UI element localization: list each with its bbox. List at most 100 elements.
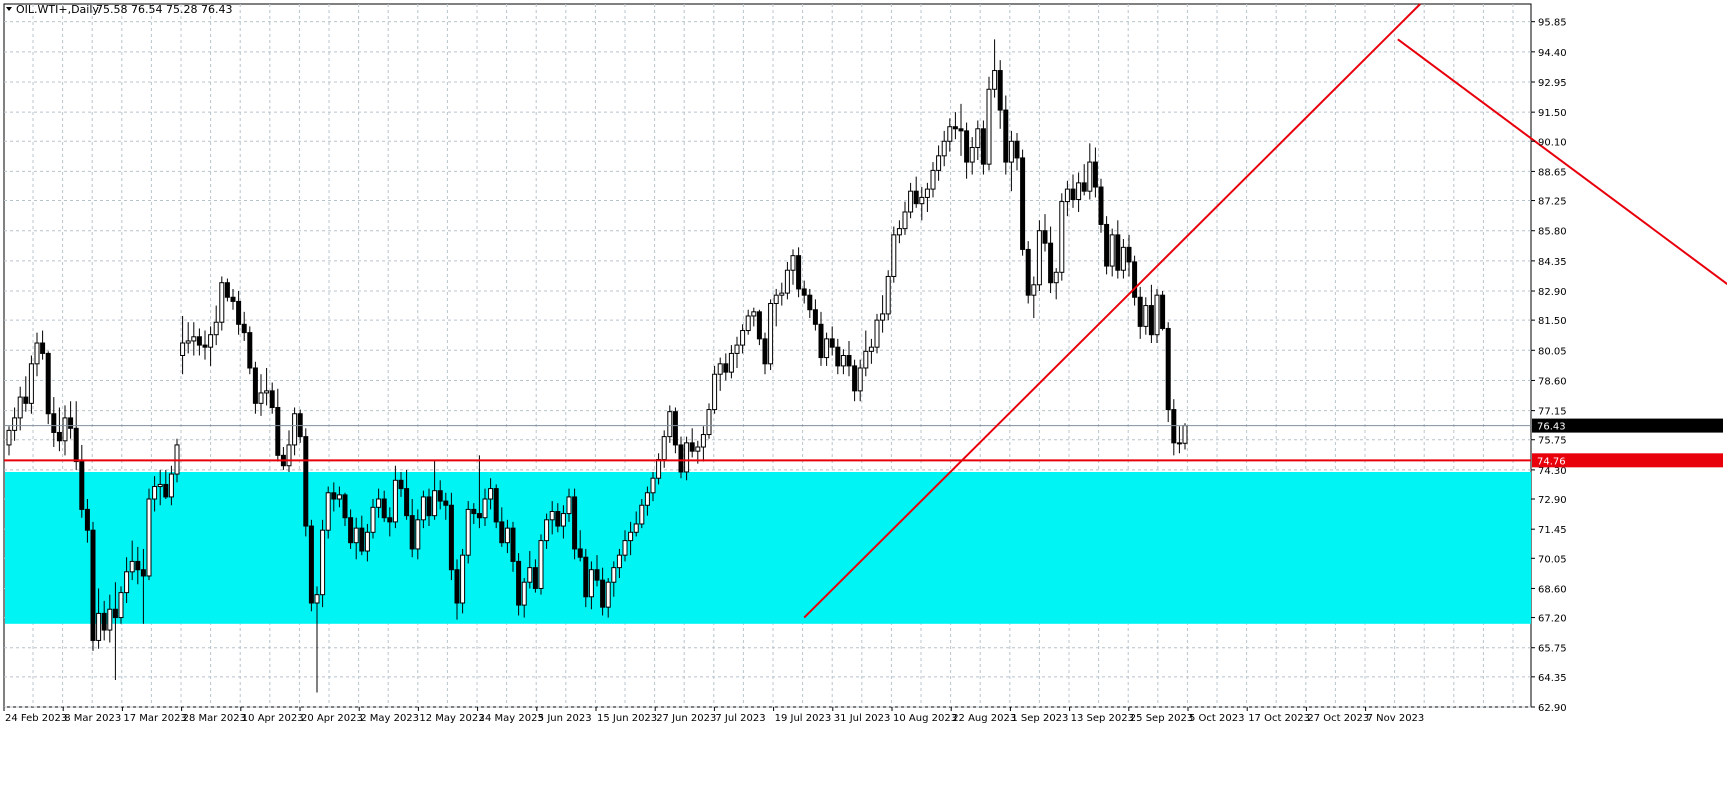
candle-bull [891, 234, 897, 277]
time-tick-label: 12 May 2023 [419, 713, 484, 724]
candle-bull [874, 319, 880, 348]
price-tick-label: 77.15 [1538, 407, 1567, 418]
time-tick-label: 28 Mar 2023 [183, 713, 246, 724]
price-tick-label: 84.35 [1538, 257, 1567, 268]
price-tick-label: 70.05 [1538, 554, 1567, 565]
candle-bear [140, 569, 146, 577]
time-tick-label: 7 Nov 2023 [1367, 713, 1425, 724]
candle-bear [84, 508, 90, 531]
time-tick-label: 17 Mar 2023 [123, 713, 186, 724]
candle-bear [1171, 409, 1177, 444]
candle-bull [6, 429, 12, 446]
candle-bear [448, 504, 454, 571]
candle-bear [672, 411, 678, 446]
candle-bull [667, 411, 673, 438]
candle-bull [1109, 234, 1115, 267]
candle-bear [112, 608, 118, 619]
candle-bull [605, 581, 611, 608]
candle-bear [404, 488, 410, 517]
candle-bull [706, 409, 712, 436]
candle-bear [196, 336, 202, 346]
candle-bear [499, 521, 505, 544]
candle-bull [779, 292, 785, 296]
candle-bear [689, 442, 695, 452]
candle-bull [415, 519, 421, 550]
candle-bull [924, 188, 930, 198]
candle-bull [314, 594, 320, 604]
candle-bull [768, 303, 774, 365]
candle-bull [420, 496, 426, 521]
candle-bull [824, 338, 830, 359]
candle-bear [493, 488, 499, 523]
candle-bull [588, 569, 594, 598]
candle-bull [986, 88, 992, 165]
price-tick-label: 71.45 [1538, 525, 1567, 536]
candle-bear [594, 569, 600, 581]
candle-bull [12, 417, 18, 431]
time-tick-label: 17 Oct 2023 [1248, 713, 1310, 724]
candle-bull [146, 498, 152, 577]
candle-bear [56, 431, 62, 442]
price-tick-label: 92.95 [1538, 78, 1567, 89]
price-axis: 95.85 94.40 92.95 91.50 90.10 88.65 87.25 85.80… [1531, 18, 1723, 714]
ohlc-readout: 75.58 76.54 75.28 76.43 [96, 3, 232, 16]
candle-bull [639, 504, 645, 525]
time-tick-label: 15 Jun 2023 [597, 713, 657, 724]
time-tick-label: 20 Apr 2023 [301, 713, 363, 724]
candle-bear [443, 500, 449, 506]
candle-bear [275, 406, 281, 456]
candle-bear [476, 513, 482, 519]
candle-bull [728, 352, 734, 373]
candle-bear [1098, 186, 1104, 225]
candle-bull [941, 140, 947, 157]
candle-bear [79, 461, 85, 510]
candle-bear [516, 560, 522, 606]
candle-bull [376, 498, 382, 508]
candle-bear [997, 70, 1003, 111]
candle-bull [745, 315, 751, 332]
candle-bull [96, 612, 102, 641]
candle-bull [264, 390, 270, 394]
candle-bear [252, 367, 258, 404]
candle-bear [73, 427, 79, 463]
time-tick-label: 22 Aug 2023 [952, 713, 1016, 724]
candle-bear [51, 413, 57, 433]
candle-bull [1059, 201, 1065, 273]
candle-bull [560, 513, 566, 527]
price-tick-label: 65.75 [1538, 644, 1567, 655]
candle-bull [180, 342, 186, 357]
price-tick-label: 75.75 [1538, 436, 1567, 447]
candle-bull [258, 392, 264, 404]
time-tick-label: 24 Feb 2023 [5, 713, 67, 724]
candle-bear [241, 323, 247, 334]
candle-bull [62, 417, 68, 442]
candle-bull [538, 540, 544, 589]
candle-bear [1165, 327, 1171, 411]
candle-bull [969, 147, 975, 163]
candle-bull [936, 155, 942, 171]
candle-bull [740, 330, 746, 346]
candle-bull [773, 294, 779, 305]
candle-bull [219, 282, 225, 323]
time-tick-label: 5 Oct 2023 [1189, 713, 1244, 724]
candle-bear [532, 567, 538, 589]
candle-bull [633, 523, 639, 533]
candle-bull [129, 560, 135, 573]
time-tick-label: 24 May 2023 [479, 713, 544, 724]
candle-bear [409, 515, 415, 550]
candle-bear [852, 365, 858, 392]
candle-bear [1132, 261, 1138, 298]
candle-bear [398, 479, 404, 490]
candle-bull [712, 373, 718, 411]
time-tick-label: 5 Jun 2023 [538, 713, 592, 724]
symbol-menu-icon[interactable] [6, 7, 12, 11]
candle-bull [975, 128, 981, 149]
candle-bear [1104, 223, 1110, 267]
candle-bull [1143, 305, 1149, 327]
candle-bull [644, 492, 650, 506]
candle-bull [717, 363, 723, 375]
candle-bull [1076, 182, 1082, 201]
candle-bull [857, 367, 863, 392]
